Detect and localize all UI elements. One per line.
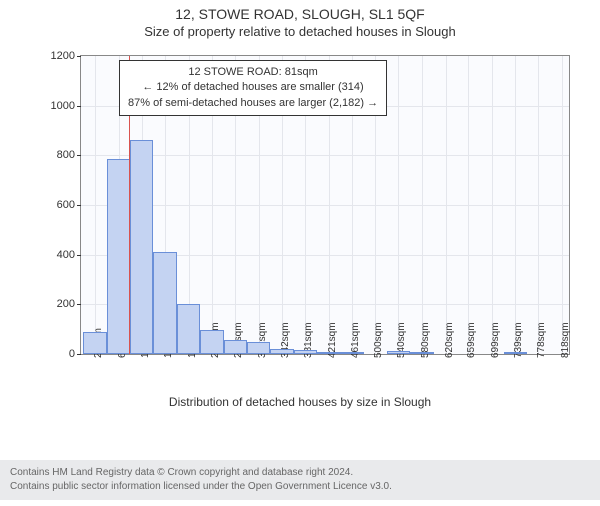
gridline-h xyxy=(81,205,569,206)
x-tick: 500sqm xyxy=(373,322,384,358)
x-tick: 699sqm xyxy=(490,322,501,358)
x-axis-label: Distribution of detached houses by size … xyxy=(20,395,580,409)
gridline-v xyxy=(468,56,469,354)
gridline-v xyxy=(492,56,493,354)
footer: Contains HM Land Registry data © Crown c… xyxy=(0,460,600,500)
y-tick: 600 xyxy=(57,199,81,211)
bar xyxy=(83,332,107,354)
y-tick: 200 xyxy=(57,298,81,310)
plot-area: 02004006008001000120024sqm64sqm103sqm143… xyxy=(80,55,570,355)
bar xyxy=(107,159,131,354)
gridline-v xyxy=(538,56,539,354)
bar xyxy=(410,352,434,354)
gridline-v xyxy=(95,56,96,354)
bar xyxy=(247,342,271,354)
info-line3: 87% of semi-detached houses are larger (… xyxy=(128,96,378,111)
bar xyxy=(153,252,177,354)
gridline-v xyxy=(515,56,516,354)
bar xyxy=(130,140,153,354)
subtitle: Size of property relative to detached ho… xyxy=(0,24,600,39)
y-tick: 0 xyxy=(69,348,81,360)
bar xyxy=(317,352,341,354)
bar xyxy=(387,351,411,354)
gridline-h xyxy=(81,155,569,156)
y-tick: 1200 xyxy=(51,50,81,62)
bar xyxy=(504,352,528,354)
gridline-v xyxy=(422,56,423,354)
bar xyxy=(340,352,364,354)
footer-line1: Contains HM Land Registry data © Crown c… xyxy=(10,466,590,480)
page-title: 12, STOWE ROAD, SLOUGH, SL1 5QF xyxy=(0,6,600,22)
bar xyxy=(200,330,224,354)
gridline-v xyxy=(446,56,447,354)
footer-line2: Contains public sector information licen… xyxy=(10,480,590,494)
gridline-v xyxy=(398,56,399,354)
info-line1: 12 STOWE ROAD: 81sqm xyxy=(128,65,378,80)
info-box: 12 STOWE ROAD: 81sqm ← 12% of detached h… xyxy=(119,60,387,116)
bar xyxy=(294,350,317,354)
x-tick: 620sqm xyxy=(444,322,455,358)
x-tick: 778sqm xyxy=(536,322,547,358)
y-tick: 400 xyxy=(57,249,81,261)
bar xyxy=(177,304,201,354)
info-line2: ← 12% of detached houses are smaller (31… xyxy=(128,80,378,95)
chart-container: Number of detached properties 0200400600… xyxy=(20,45,580,415)
gridline-v xyxy=(562,56,563,354)
x-tick: 818sqm xyxy=(560,322,571,358)
bar xyxy=(224,340,247,354)
bar xyxy=(270,349,294,354)
y-tick: 1000 xyxy=(51,100,81,112)
x-tick: 659sqm xyxy=(466,322,477,358)
y-tick: 800 xyxy=(57,149,81,161)
